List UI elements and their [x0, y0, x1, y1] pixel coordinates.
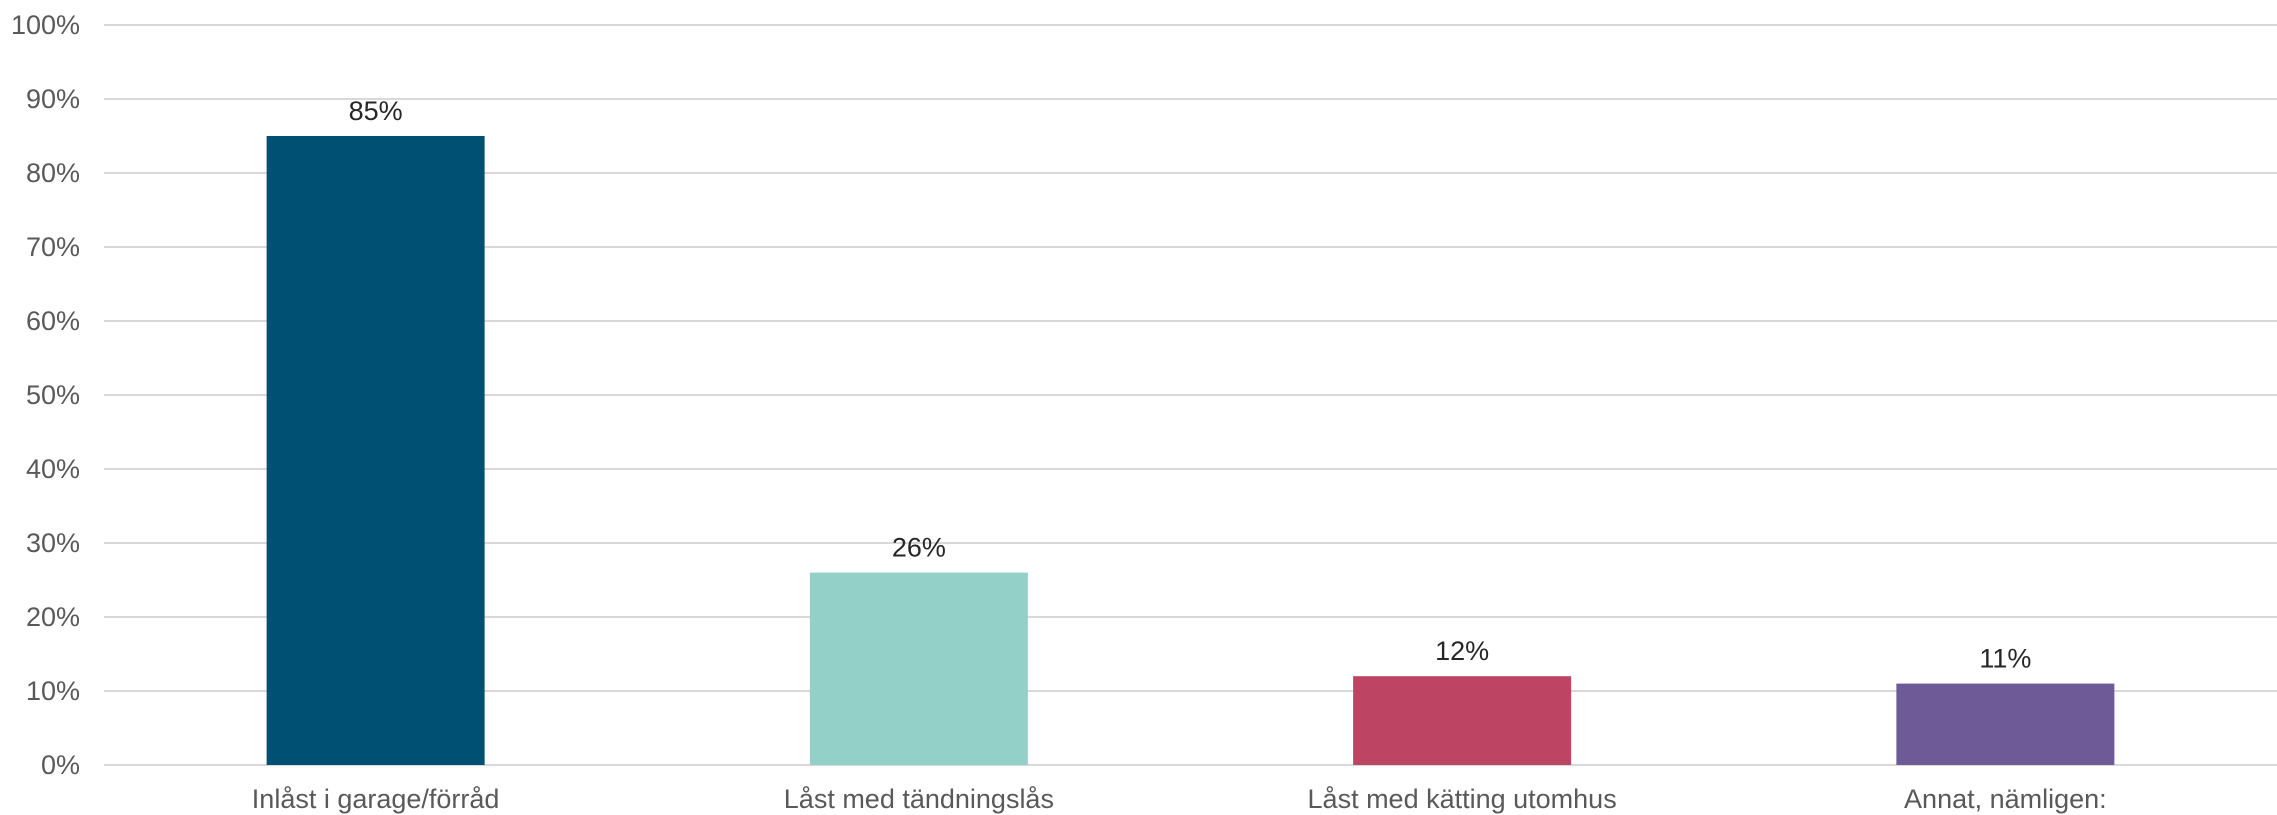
bar [809, 572, 1028, 765]
x-category-label: Låst med tändningslås [784, 784, 1054, 814]
data-label: 26% [892, 533, 946, 563]
x-category-label: Inlåst i garage/förråd [252, 784, 500, 814]
y-tick-label: 30% [26, 528, 80, 558]
y-tick-label: 20% [26, 602, 80, 632]
y-tick-label: 0% [41, 750, 80, 780]
data-label: 11% [1979, 644, 2031, 674]
data-label: 12% [1435, 636, 1489, 666]
y-tick-label: 40% [26, 454, 80, 484]
bar [1896, 683, 2115, 765]
y-tick-label: 70% [26, 232, 80, 262]
x-category-label: Låst med kätting utomhus [1308, 784, 1617, 814]
y-tick-label: 80% [26, 158, 80, 188]
y-tick-label: 60% [26, 306, 80, 336]
x-category-label: Annat, nämligen: [1904, 784, 2107, 814]
bar [1353, 676, 1572, 765]
y-tick-label: 10% [26, 676, 80, 706]
x-axis-category-labels: Inlåst i garage/förråd Låst med tändnings… [252, 784, 2107, 814]
y-tick-label: 50% [26, 380, 80, 410]
data-labels: 85% 26% 12% 11% [349, 96, 2032, 674]
y-axis-tick-labels: 0% 10% 20% 30% 40% 50% 60% 70% 80% 90% 100% [11, 10, 80, 780]
y-tick-label: 100% [11, 10, 80, 40]
bars [266, 136, 2115, 765]
bar [266, 136, 485, 765]
data-label: 85% [349, 96, 403, 126]
y-tick-label: 90% [26, 84, 80, 114]
